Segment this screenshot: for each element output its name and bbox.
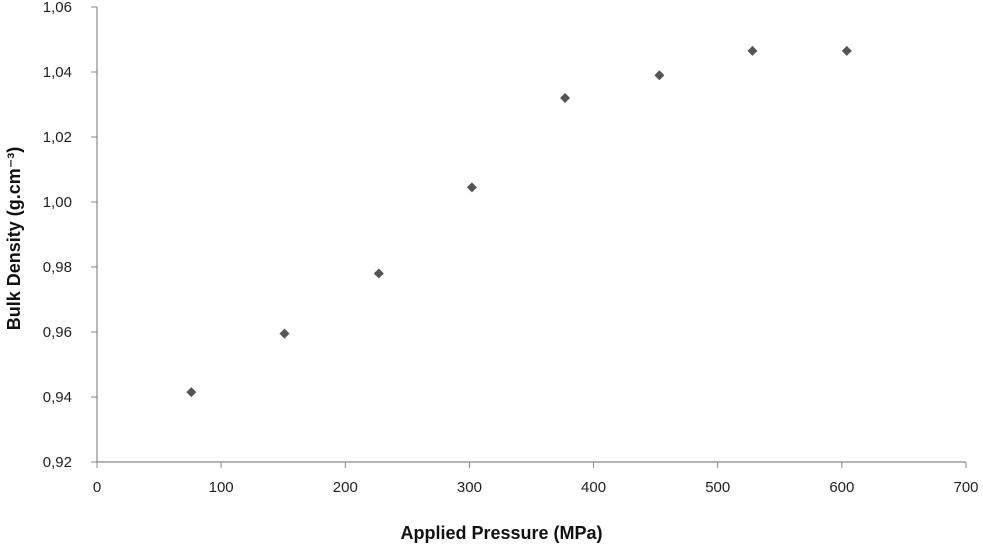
data-point <box>841 45 852 56</box>
x-tick-label: 600 <box>829 479 854 496</box>
x-tick-labels: 0 100 200 300 400 500 600 700 <box>93 479 979 496</box>
data-point <box>279 328 290 339</box>
x-tick-label: 500 <box>705 479 730 496</box>
data-point <box>373 268 384 279</box>
y-tick-label: 0,94 <box>43 389 72 406</box>
x-tick-label: 400 <box>581 479 606 496</box>
y-tick-label: 1,06 <box>43 0 72 16</box>
x-axis-title: Applied Pressure (MPa) <box>400 523 602 543</box>
y-tick-label: 1,04 <box>43 64 72 81</box>
axes <box>96 7 966 463</box>
data-points <box>186 45 852 398</box>
data-point <box>466 182 477 193</box>
x-tick-label: 300 <box>457 479 482 496</box>
x-tick-label: 700 <box>953 479 978 496</box>
tick-marks <box>91 6 967 468</box>
y-tick-label: 1,02 <box>43 129 72 146</box>
y-tick-label: 0,96 <box>43 324 72 341</box>
data-point <box>654 70 665 81</box>
x-tick-label: 100 <box>209 479 234 496</box>
data-point <box>747 45 758 56</box>
data-point <box>560 93 571 103</box>
data-point <box>186 387 197 398</box>
y-tick-label: 0,92 <box>43 454 72 471</box>
y-axis-title: Bulk Density (g.cm⁻³) <box>4 147 24 331</box>
y-tick-labels: 0,92 0,94 0,96 0,98 1,00 1,02 1,04 1,06 <box>43 0 72 471</box>
x-tick-label: 200 <box>333 479 358 496</box>
y-tick-label: 0,98 <box>43 259 72 276</box>
y-tick-label: 1,00 <box>43 194 72 211</box>
x-tick-label: 0 <box>93 479 101 496</box>
